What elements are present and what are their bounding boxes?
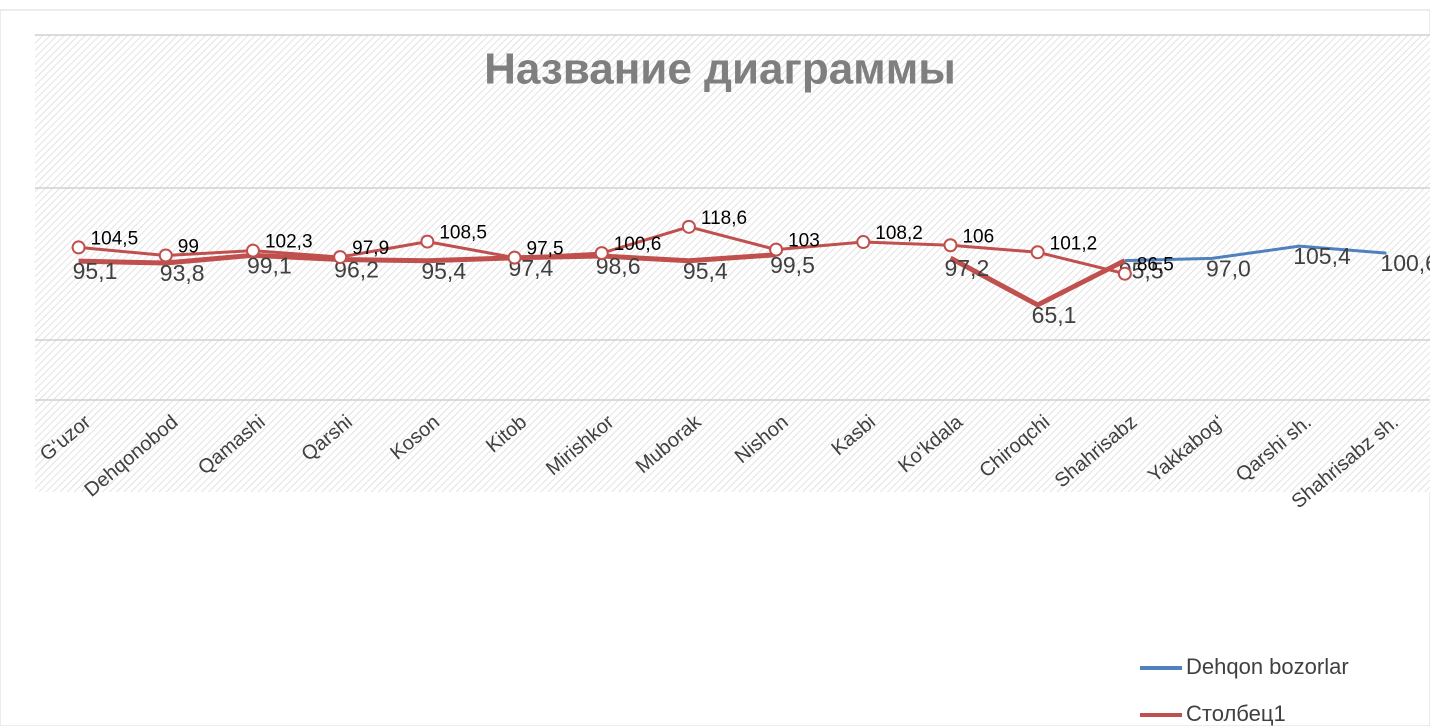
series-line [1124, 244, 1387, 263]
marker [681, 219, 696, 234]
data-label: 100,6 [614, 234, 662, 255]
data-label: 93,8 [160, 260, 205, 286]
legend-label: Столбец1 [1186, 701, 1286, 726]
marker [245, 243, 260, 258]
marker [507, 250, 522, 265]
data-label: 106 [962, 226, 994, 247]
marker [943, 238, 958, 253]
marker [420, 234, 435, 249]
data-label: 105,4 [1293, 243, 1351, 269]
data-label: 95,4 [683, 258, 728, 284]
data-label: 103 [788, 231, 820, 252]
marker [1117, 266, 1132, 281]
data-label: 100,6 [1380, 250, 1430, 276]
data-label: 99 [178, 236, 199, 257]
data-label: 108,2 [875, 223, 923, 244]
marker [333, 250, 348, 265]
series-line [78, 252, 1126, 308]
chart-title: Название диаграммы [484, 45, 956, 94]
data-label: 86,5 [1137, 255, 1174, 276]
marker [1030, 245, 1045, 260]
data-label: 118,6 [701, 208, 747, 229]
data-label: 97,2 [944, 255, 989, 281]
data-label: 101,2 [1050, 233, 1098, 254]
data-label: 104,5 [91, 228, 139, 249]
data-label: 97,5 [527, 239, 564, 260]
data-label: 95,1 [73, 258, 118, 284]
marker [856, 235, 871, 250]
data-label: 108,5 [439, 223, 487, 244]
data-label: 97,0 [1206, 255, 1251, 281]
marker [769, 242, 784, 257]
data-label: 102,3 [265, 232, 313, 253]
data-label: 65,1 [1032, 302, 1077, 328]
marker [594, 246, 609, 261]
gridlines [35, 34, 1430, 401]
marker [71, 240, 86, 255]
legend-label: Dehqon bozorlar [1186, 654, 1349, 679]
data-label: 95,4 [421, 258, 466, 284]
marker [158, 248, 173, 263]
plot-area [35, 35, 1430, 492]
data-label: 97,9 [352, 238, 389, 259]
